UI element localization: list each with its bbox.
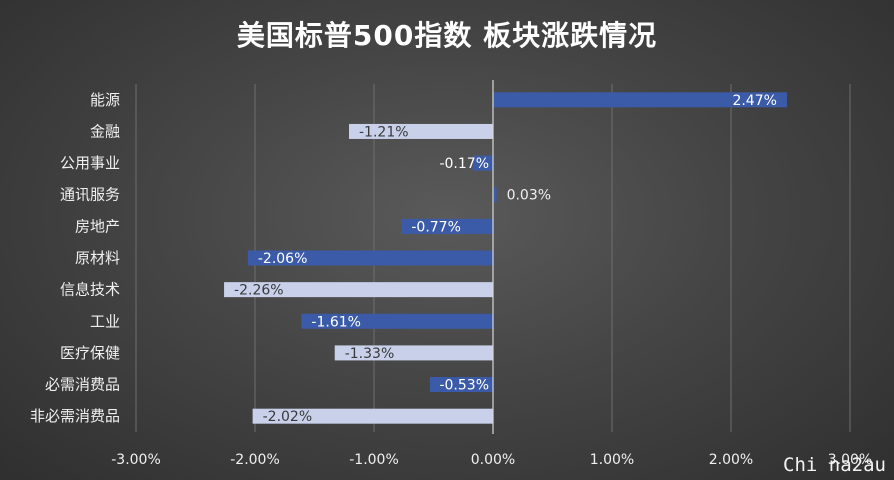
category-label: 房地产 — [75, 217, 120, 235]
x-tick-label: -3.00% — [111, 452, 161, 468]
category-label: 能源 — [90, 91, 120, 109]
x-tick-label: 0.00% — [471, 452, 515, 468]
data-label: -1.21% — [359, 124, 409, 140]
category-label: 信息技术 — [60, 281, 120, 299]
data-label: -2.02% — [263, 409, 313, 425]
category-label: 工业 — [90, 312, 120, 330]
category-label: 通讯服务 — [60, 186, 120, 204]
data-label: 2.47% — [732, 93, 776, 109]
bar-5 — [401, 218, 493, 234]
x-tick-label: 3.00% — [828, 452, 872, 468]
x-tick-label: 1.00% — [590, 452, 634, 468]
bar-3 — [472, 155, 493, 171]
x-tick-label: -2.00% — [230, 452, 280, 468]
x-tick-label: 2.00% — [709, 452, 753, 468]
bar-6 — [247, 250, 493, 266]
data-label: -1.61% — [311, 314, 361, 330]
chart-title: 美国标普500指数 板块涨跌情况 — [236, 19, 658, 52]
bar-9 — [334, 345, 493, 361]
data-label: -2.26% — [234, 283, 284, 299]
data-label: -2.06% — [258, 251, 308, 267]
category-label: 必需消费品 — [45, 376, 120, 394]
category-label: 公用事业 — [60, 154, 120, 172]
x-tick-label: -1.00% — [349, 452, 399, 468]
bar-4 — [493, 187, 497, 203]
data-label: -0.53% — [439, 378, 489, 394]
bar-1 — [493, 92, 787, 108]
bar-7 — [224, 282, 493, 298]
data-label: 0.03% — [507, 188, 551, 204]
bar-8 — [301, 313, 493, 329]
watermark: Chi na2au — [783, 454, 886, 476]
data-label: -0.77% — [411, 219, 461, 235]
category-label: 原材料 — [75, 249, 120, 267]
category-label: 非必需消费品 — [30, 407, 120, 425]
data-label: -0.17% — [439, 156, 489, 172]
category-label: 医疗保健 — [60, 344, 120, 362]
bar-2 — [349, 123, 493, 139]
bar-10 — [429, 377, 493, 393]
data-label: -1.33% — [345, 346, 395, 362]
category-label: 金融 — [90, 122, 120, 140]
bar-11 — [252, 408, 493, 424]
